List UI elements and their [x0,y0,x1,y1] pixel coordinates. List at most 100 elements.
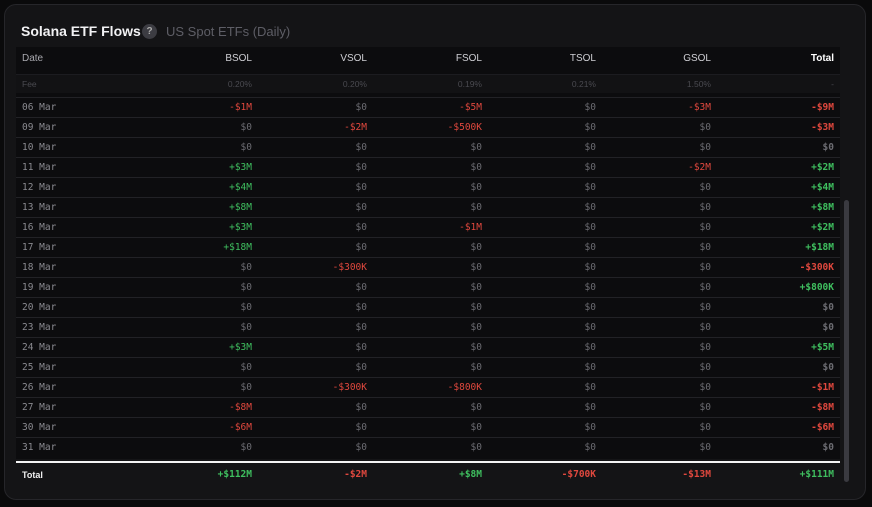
cell-gsol: -$3M [688,102,711,113]
cell-bsol: -$6M [229,422,252,433]
cell-date: 20 Mar [22,302,57,313]
cell-vsol: $0 [355,402,367,413]
cell-gsol: $0 [699,262,711,273]
table-row[interactable]: 31 Mar $0 $0 $0 $0 $0 $0 [16,437,840,457]
table-row[interactable]: 27 Mar -$8M $0 $0 $0 $0 -$8M [16,397,840,417]
table-row[interactable]: 09 Mar $0 -$2M -$500K $0 $0 -$3M [16,117,840,137]
cell-gsol: $0 [699,222,711,233]
cell-date: 12 Mar [22,182,57,193]
table-row[interactable]: 13 Mar +$8M $0 $0 $0 $0 +$8M [16,197,840,217]
cell-fsol: $0 [470,302,482,313]
fee-vsol: 0.20% [342,79,367,89]
cell-fsol: $0 [470,162,482,173]
cell-bsol: +$4M [229,182,252,193]
table-row[interactable]: 23 Mar $0 $0 $0 $0 $0 $0 [16,317,840,337]
cell-gsol: $0 [699,442,711,453]
table-header: Date BSOL VSOL FSOL TSOL GSOL Total [16,47,840,71]
cell-total: $0 [822,442,834,453]
totals-row: Total +$112M -$2M +$8M -$700K -$13M +$111M [16,463,840,487]
total-total: +$111M [799,469,834,480]
cell-tsol: $0 [584,242,596,253]
cell-date: 26 Mar [22,382,57,393]
cell-vsol: $0 [355,442,367,453]
cell-fsol: -$800K [447,382,482,393]
cell-vsol: $0 [355,142,367,153]
cell-total: +$5M [811,342,834,353]
table-row[interactable]: 26 Mar $0 -$300K -$800K $0 $0 -$1M [16,377,840,397]
fee-tsol: 0.21% [571,79,596,89]
cell-fsol: $0 [470,242,482,253]
fee-total: - [831,79,834,89]
cell-gsol: $0 [699,122,711,133]
cell-bsol: $0 [240,442,252,453]
cell-fsol: $0 [470,142,482,153]
cell-vsol: $0 [355,222,367,233]
cell-vsol: $0 [355,322,367,333]
cell-bsol: $0 [240,142,252,153]
table-row[interactable]: 19 Mar $0 $0 $0 $0 $0 +$800K [16,277,840,297]
cell-tsol: $0 [584,382,596,393]
cell-total: -$9M [811,102,834,113]
cell-vsol: $0 [355,102,367,113]
cell-vsol: $0 [355,202,367,213]
scrollbar[interactable] [844,200,849,482]
cell-tsol: $0 [584,122,596,133]
cell-total: -$1M [811,382,834,393]
cell-date: 17 Mar [22,242,57,253]
table-body[interactable]: 06 Mar -$1M $0 -$5M $0 -$3M -$9M 09 Mar $0 -$2M -$… [16,97,840,459]
cell-gsol: $0 [699,182,711,193]
column-header-fsol[interactable]: FSOL [455,53,482,64]
cell-vsol: $0 [355,342,367,353]
column-header-total[interactable]: Total [810,53,834,64]
column-header-vsol[interactable]: VSOL [340,53,367,64]
table-row[interactable]: 25 Mar $0 $0 $0 $0 $0 $0 [16,357,840,377]
cell-bsol: $0 [240,282,252,293]
cell-total: +$4M [811,182,834,193]
cell-gsol: $0 [699,302,711,313]
cell-vsol: $0 [355,302,367,313]
cell-vsol: $0 [355,422,367,433]
cell-total: $0 [822,322,834,333]
cell-fsol: $0 [470,402,482,413]
cell-date: 19 Mar [22,282,57,293]
table-row[interactable]: 11 Mar +$3M $0 $0 $0 -$2M +$2M [16,157,840,177]
cell-fsol: $0 [470,182,482,193]
cell-total: +$18M [805,242,834,253]
cell-fsol: -$5M [459,102,482,113]
cell-vsol: $0 [355,242,367,253]
cell-gsol: $0 [699,282,711,293]
column-header-date[interactable]: Date [22,53,44,64]
help-icon[interactable]: ? [142,24,157,39]
table-row[interactable]: 20 Mar $0 $0 $0 $0 $0 $0 [16,297,840,317]
column-header-tsol[interactable]: TSOL [569,53,596,64]
table-row[interactable]: 17 Mar +$18M $0 $0 $0 $0 +$18M [16,237,840,257]
cell-total: +$2M [811,162,834,173]
column-header-bsol[interactable]: BSOL [225,53,252,64]
table-row[interactable]: 30 Mar -$6M $0 $0 $0 $0 -$6M [16,417,840,437]
cell-fsol: $0 [470,202,482,213]
card-subtitle: US Spot ETFs (Daily) [166,24,291,39]
cell-total: +$800K [799,282,834,293]
cell-date: 25 Mar [22,362,57,373]
flows-table: Date BSOL VSOL FSOL TSOL GSOL Total Fee … [16,47,840,459]
table-row[interactable]: 06 Mar -$1M $0 -$5M $0 -$3M -$9M [16,97,840,117]
table-row[interactable]: 24 Mar +$3M $0 $0 $0 $0 +$5M [16,337,840,357]
fee-row: Fee 0.20% 0.20% 0.19% 0.21% 1.50% - [16,74,840,93]
table-row[interactable]: 16 Mar +$3M $0 -$1M $0 $0 +$2M [16,217,840,237]
cell-date: 24 Mar [22,342,57,353]
cell-total: -$8M [811,402,834,413]
table-row[interactable]: 10 Mar $0 $0 $0 $0 $0 $0 [16,137,840,157]
cell-gsol: -$2M [688,162,711,173]
total-gsol: -$13M [682,469,711,480]
cell-fsol: $0 [470,342,482,353]
table-row[interactable]: 12 Mar +$4M $0 $0 $0 $0 +$4M [16,177,840,197]
cell-gsol: $0 [699,242,711,253]
column-header-gsol[interactable]: GSOL [683,53,711,64]
cell-tsol: $0 [584,142,596,153]
cell-gsol: $0 [699,422,711,433]
table-row[interactable]: 18 Mar $0 -$300K $0 $0 $0 -$300K [16,257,840,277]
totals-divider [16,461,840,463]
cell-total: +$2M [811,222,834,233]
cell-bsol: +$3M [229,222,252,233]
cell-date: 10 Mar [22,142,57,153]
